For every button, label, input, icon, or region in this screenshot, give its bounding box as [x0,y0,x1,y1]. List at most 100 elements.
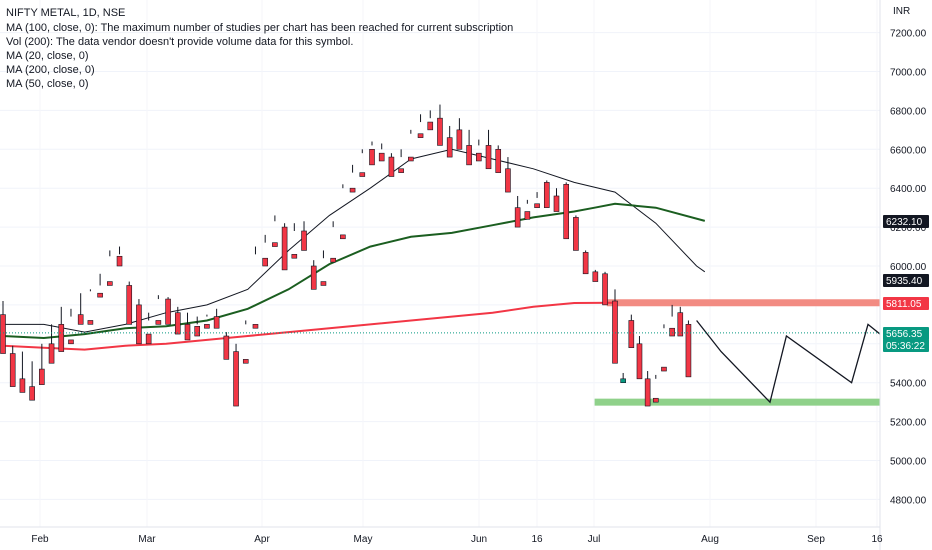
price-tag-bg [883,339,929,352]
candle[interactable] [466,129,472,166]
candle[interactable] [48,324,55,364]
candle[interactable] [126,281,133,325]
candle[interactable] [107,250,113,286]
candle[interactable] [437,104,443,146]
candle[interactable] [408,129,414,162]
candle[interactable] [398,149,404,173]
candle[interactable] [427,110,434,131]
candle-body [330,257,336,263]
candle[interactable] [644,371,651,407]
candle[interactable] [165,297,171,325]
candle[interactable] [476,139,482,162]
candle[interactable] [602,271,608,306]
candle[interactable] [301,221,307,251]
candle[interactable] [184,312,191,341]
indicator-line: MA (50, close, 0) [6,78,89,90]
candle-body [184,324,191,341]
candle[interactable] [669,304,675,337]
candle[interactable] [369,141,375,166]
candle[interactable] [262,234,268,267]
candle[interactable] [612,289,618,364]
candle[interactable] [87,289,94,325]
candle[interactable] [582,250,589,275]
candle[interactable] [281,223,288,271]
candle[interactable] [19,351,26,393]
candle[interactable] [330,221,336,263]
candle[interactable] [68,308,74,345]
candle-body [514,207,521,228]
candle-body [369,149,375,166]
candle[interactable] [661,324,667,372]
candle-body [534,203,540,208]
candle[interactable] [242,320,249,364]
candle[interactable] [213,308,220,329]
candle[interactable] [252,246,259,329]
candle[interactable] [677,306,684,337]
candle[interactable] [349,164,356,193]
candle[interactable] [573,215,579,251]
candle[interactable] [685,320,692,378]
x-tick-label: May [354,534,373,545]
price-tag-bg [883,274,929,287]
price-tag-label: 6232.10 [886,217,923,228]
candle-body [398,168,404,173]
candle[interactable] [359,149,366,177]
candle-body [340,234,346,240]
y-tick-label: 5000.00 [890,457,927,468]
candle[interactable] [174,306,181,335]
candle[interactable] [620,372,626,383]
candle[interactable] [543,180,550,208]
candle[interactable] [310,260,317,290]
candle[interactable] [39,343,45,385]
candle[interactable] [145,312,152,345]
candle[interactable] [417,114,424,138]
candle[interactable] [592,269,599,282]
candle[interactable] [388,153,395,177]
candle[interactable] [628,314,635,348]
candle[interactable] [116,246,123,267]
candle[interactable] [29,361,35,401]
candle[interactable] [485,129,492,170]
candle[interactable] [320,250,327,286]
candle[interactable] [77,293,84,325]
candle[interactable] [9,345,16,387]
candle[interactable] [223,332,230,360]
candle-body [592,271,599,282]
candle-body [476,152,482,162]
candle[interactable] [495,145,502,173]
candle[interactable] [524,199,531,220]
candle[interactable] [514,195,521,228]
candle[interactable] [155,295,162,325]
candle[interactable] [340,184,346,240]
candle-body [301,230,307,251]
candle[interactable] [194,316,201,337]
candle-body [524,211,531,220]
candle-body [204,324,210,329]
candle[interactable] [446,125,453,158]
indicator-line: Vol (200): The data vendor doesn't provi… [6,36,353,48]
y-tick-label: 6200.00 [890,223,927,234]
y-tick-label: 6400.00 [890,184,927,195]
candle[interactable] [378,143,385,162]
candle[interactable] [0,301,6,354]
candle[interactable] [456,118,463,150]
candle[interactable] [652,374,659,403]
candle[interactable] [534,192,540,208]
candle[interactable] [97,273,103,298]
candle[interactable] [272,215,278,247]
candle[interactable] [636,336,643,380]
candle[interactable] [58,306,65,352]
candle[interactable] [291,223,298,259]
candles[interactable] [0,104,692,407]
candle[interactable] [553,188,560,212]
candle[interactable] [505,157,511,193]
candle[interactable] [233,343,239,407]
candle[interactable] [204,314,210,329]
candle-body [620,378,626,383]
candle[interactable] [136,299,142,345]
candle[interactable] [563,182,570,240]
indicator-line: MA (200, close, 0) [6,64,95,76]
candle-body [320,281,327,286]
